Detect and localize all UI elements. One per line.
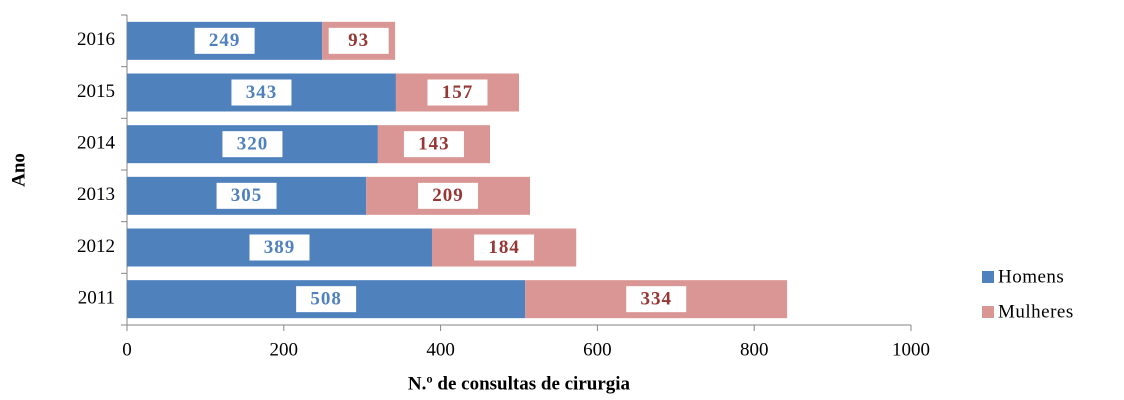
x-tick-label: 200 [270, 339, 299, 360]
data-label-box [249, 234, 310, 261]
x-tick-label: 400 [426, 339, 455, 360]
data-label: 334 [640, 289, 672, 310]
x-tick-label: 800 [740, 339, 769, 360]
data-label-box [403, 131, 464, 158]
data-label-box [418, 182, 479, 209]
data-label-box [231, 79, 292, 106]
data-label: 93 [348, 30, 369, 51]
x-tick-label: 1000 [892, 339, 930, 360]
data-label: 209 [432, 185, 464, 206]
data-label: 157 [442, 82, 474, 103]
y-tick-label: 2015 [77, 81, 115, 102]
data-label: 343 [246, 82, 278, 103]
legend-swatch [982, 271, 994, 283]
data-label: 184 [488, 237, 520, 258]
y-axis-label: Ano [8, 153, 29, 187]
legend-label: Homens [998, 266, 1064, 287]
data-label-box [626, 286, 687, 313]
x-tick-label: 600 [583, 339, 612, 360]
data-label: 143 [418, 134, 450, 155]
legend-swatch [982, 306, 994, 318]
data-label: 305 [231, 185, 263, 206]
data-label-box [474, 234, 535, 261]
x-axis-label: N.º de consultas de cirurgia [408, 373, 631, 394]
data-label: 508 [310, 289, 342, 310]
data-label-box [427, 79, 488, 106]
legend-label: Mulheres [998, 301, 1074, 322]
y-tick-label: 2013 [77, 184, 115, 205]
data-label-box [216, 182, 277, 209]
x-tick-label: 0 [122, 339, 132, 360]
y-tick-label: 2011 [78, 288, 115, 309]
data-label: 320 [237, 134, 269, 155]
data-label: 249 [209, 30, 241, 51]
data-label-box [296, 286, 357, 313]
data-label-box [222, 131, 283, 158]
data-label-box [194, 27, 255, 54]
y-tick-label: 2014 [77, 133, 116, 154]
data-label: 389 [264, 237, 296, 258]
y-tick-label: 2016 [77, 29, 115, 50]
data-label-box [328, 27, 389, 54]
y-tick-label: 2012 [77, 236, 115, 257]
